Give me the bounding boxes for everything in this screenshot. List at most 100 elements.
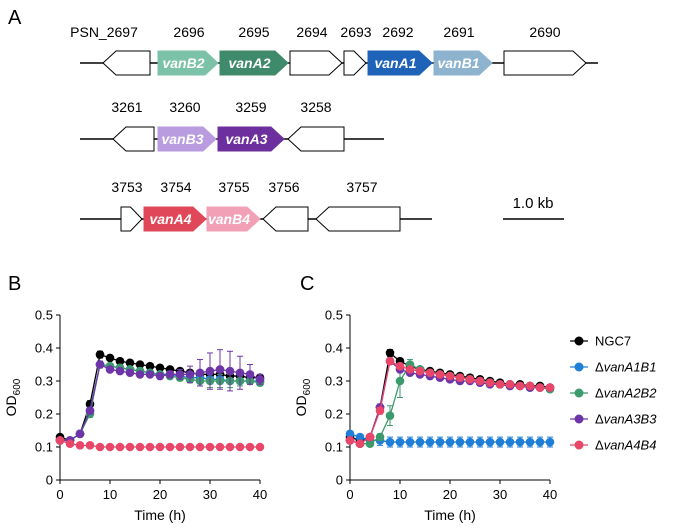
gene-arrow [112,126,155,152]
data-point [155,371,165,381]
data-point [85,441,95,450]
data-point [445,371,455,381]
data-point [375,406,385,416]
gene-number: 3259 [235,99,266,115]
data-point [195,442,205,452]
x-tick-label: 0 [346,487,353,502]
data-point [165,442,175,452]
data-point [465,375,475,384]
data-point [105,365,115,374]
y-tick-label: 0.5 [35,308,53,323]
y-tick-label: 0.2 [325,407,343,422]
series [345,429,555,448]
data-point [445,437,455,447]
data-point [225,366,235,376]
data-point [485,378,495,387]
operon-row: 3261 3260 vanB3 3259 vanA3 3258 [80,99,384,152]
gene-arrow [120,206,143,232]
gene-arrow [315,206,401,232]
data-point [85,406,95,416]
data-point [235,442,245,452]
series [55,350,265,445]
legend-marker [574,440,584,450]
legend-label: NGC7 [595,334,631,349]
gene-arrow [367,50,433,76]
data-point [145,370,155,379]
gene-name: vanB4 [208,211,250,227]
gene-number: 3757 [346,179,377,195]
data-point [115,442,125,452]
series-line [349,351,551,442]
gene-arrow [157,50,219,76]
series [55,436,265,452]
data-point [495,380,505,389]
data-point [415,366,425,376]
gene-number: 2693 [340,24,371,40]
data-point [485,437,495,447]
data-point [495,437,505,447]
gene-arrow [143,206,207,232]
data-point [385,437,395,447]
gene-name: vanB2 [162,55,204,71]
data-point [155,363,165,373]
data-point [385,411,395,420]
data-point [235,368,245,378]
data-point [535,437,545,447]
data-point [385,356,395,366]
gene-arrow [503,50,587,76]
gene-arrow [433,50,493,76]
gene-number: 3261 [111,99,142,115]
gene-arrow [262,206,309,232]
data-point [505,437,515,447]
data-point [475,437,485,447]
panel-label-a: A [8,7,22,29]
x-tick-label: 10 [103,487,117,502]
y-tick-label: 0.1 [35,440,53,455]
gene-number: 3258 [300,99,331,115]
scale-bar-label: 1.0 kb [513,195,554,212]
data-point [75,441,85,450]
data-point [125,358,135,368]
data-point [105,442,115,452]
gene-name: vanA2 [228,55,270,71]
data-point [185,370,195,379]
data-point [515,437,525,447]
operon-diagrams: PSN_2697 2696 vanB2 2695 vanA2 2694 2693 2692 va… [70,24,598,232]
gene-number: 3754 [160,179,191,195]
y-axis-title: OD600 [293,378,313,416]
data-point [465,437,475,447]
data-point [505,380,515,389]
data-point [95,360,105,369]
gene-name: vanB1 [437,55,479,71]
gene-arrow [102,50,151,76]
gene-arrow [217,126,285,152]
data-point [405,437,415,447]
data-point [195,368,205,378]
data-point [405,365,415,374]
data-point [135,442,145,452]
legend-marker [574,414,584,424]
legend-marker [574,388,584,398]
data-point [125,442,135,452]
data-point [155,442,165,452]
data-point [105,353,115,363]
data-point [215,442,225,452]
data-point [205,366,215,376]
gene-number: 2691 [443,24,474,40]
data-point [145,442,155,452]
data-point [395,437,405,447]
x-axis-title: Time (h) [424,507,476,523]
legend: NGC7 ΔvanA1B1 ΔvanA2B2 ΔvanA3B3 ΔvanA4B4 [570,334,657,453]
gene-number: 3260 [169,99,200,115]
data-point [395,376,405,386]
data-point [365,432,375,442]
x-axis-title: Time (h) [134,507,186,523]
y-tick-label: 0.4 [325,341,343,356]
x-tick-label: 30 [493,487,507,502]
x-tick-label: 20 [153,487,167,502]
data-point [165,370,175,379]
gene-number: 3753 [111,179,142,195]
data-point [115,366,125,376]
growth-chart-b: 0 0.1 0.2 0.3 0.4 0.5 0 10 20 30 40 Time (h) OD600 [3,308,267,524]
gene-arrow [343,50,367,76]
